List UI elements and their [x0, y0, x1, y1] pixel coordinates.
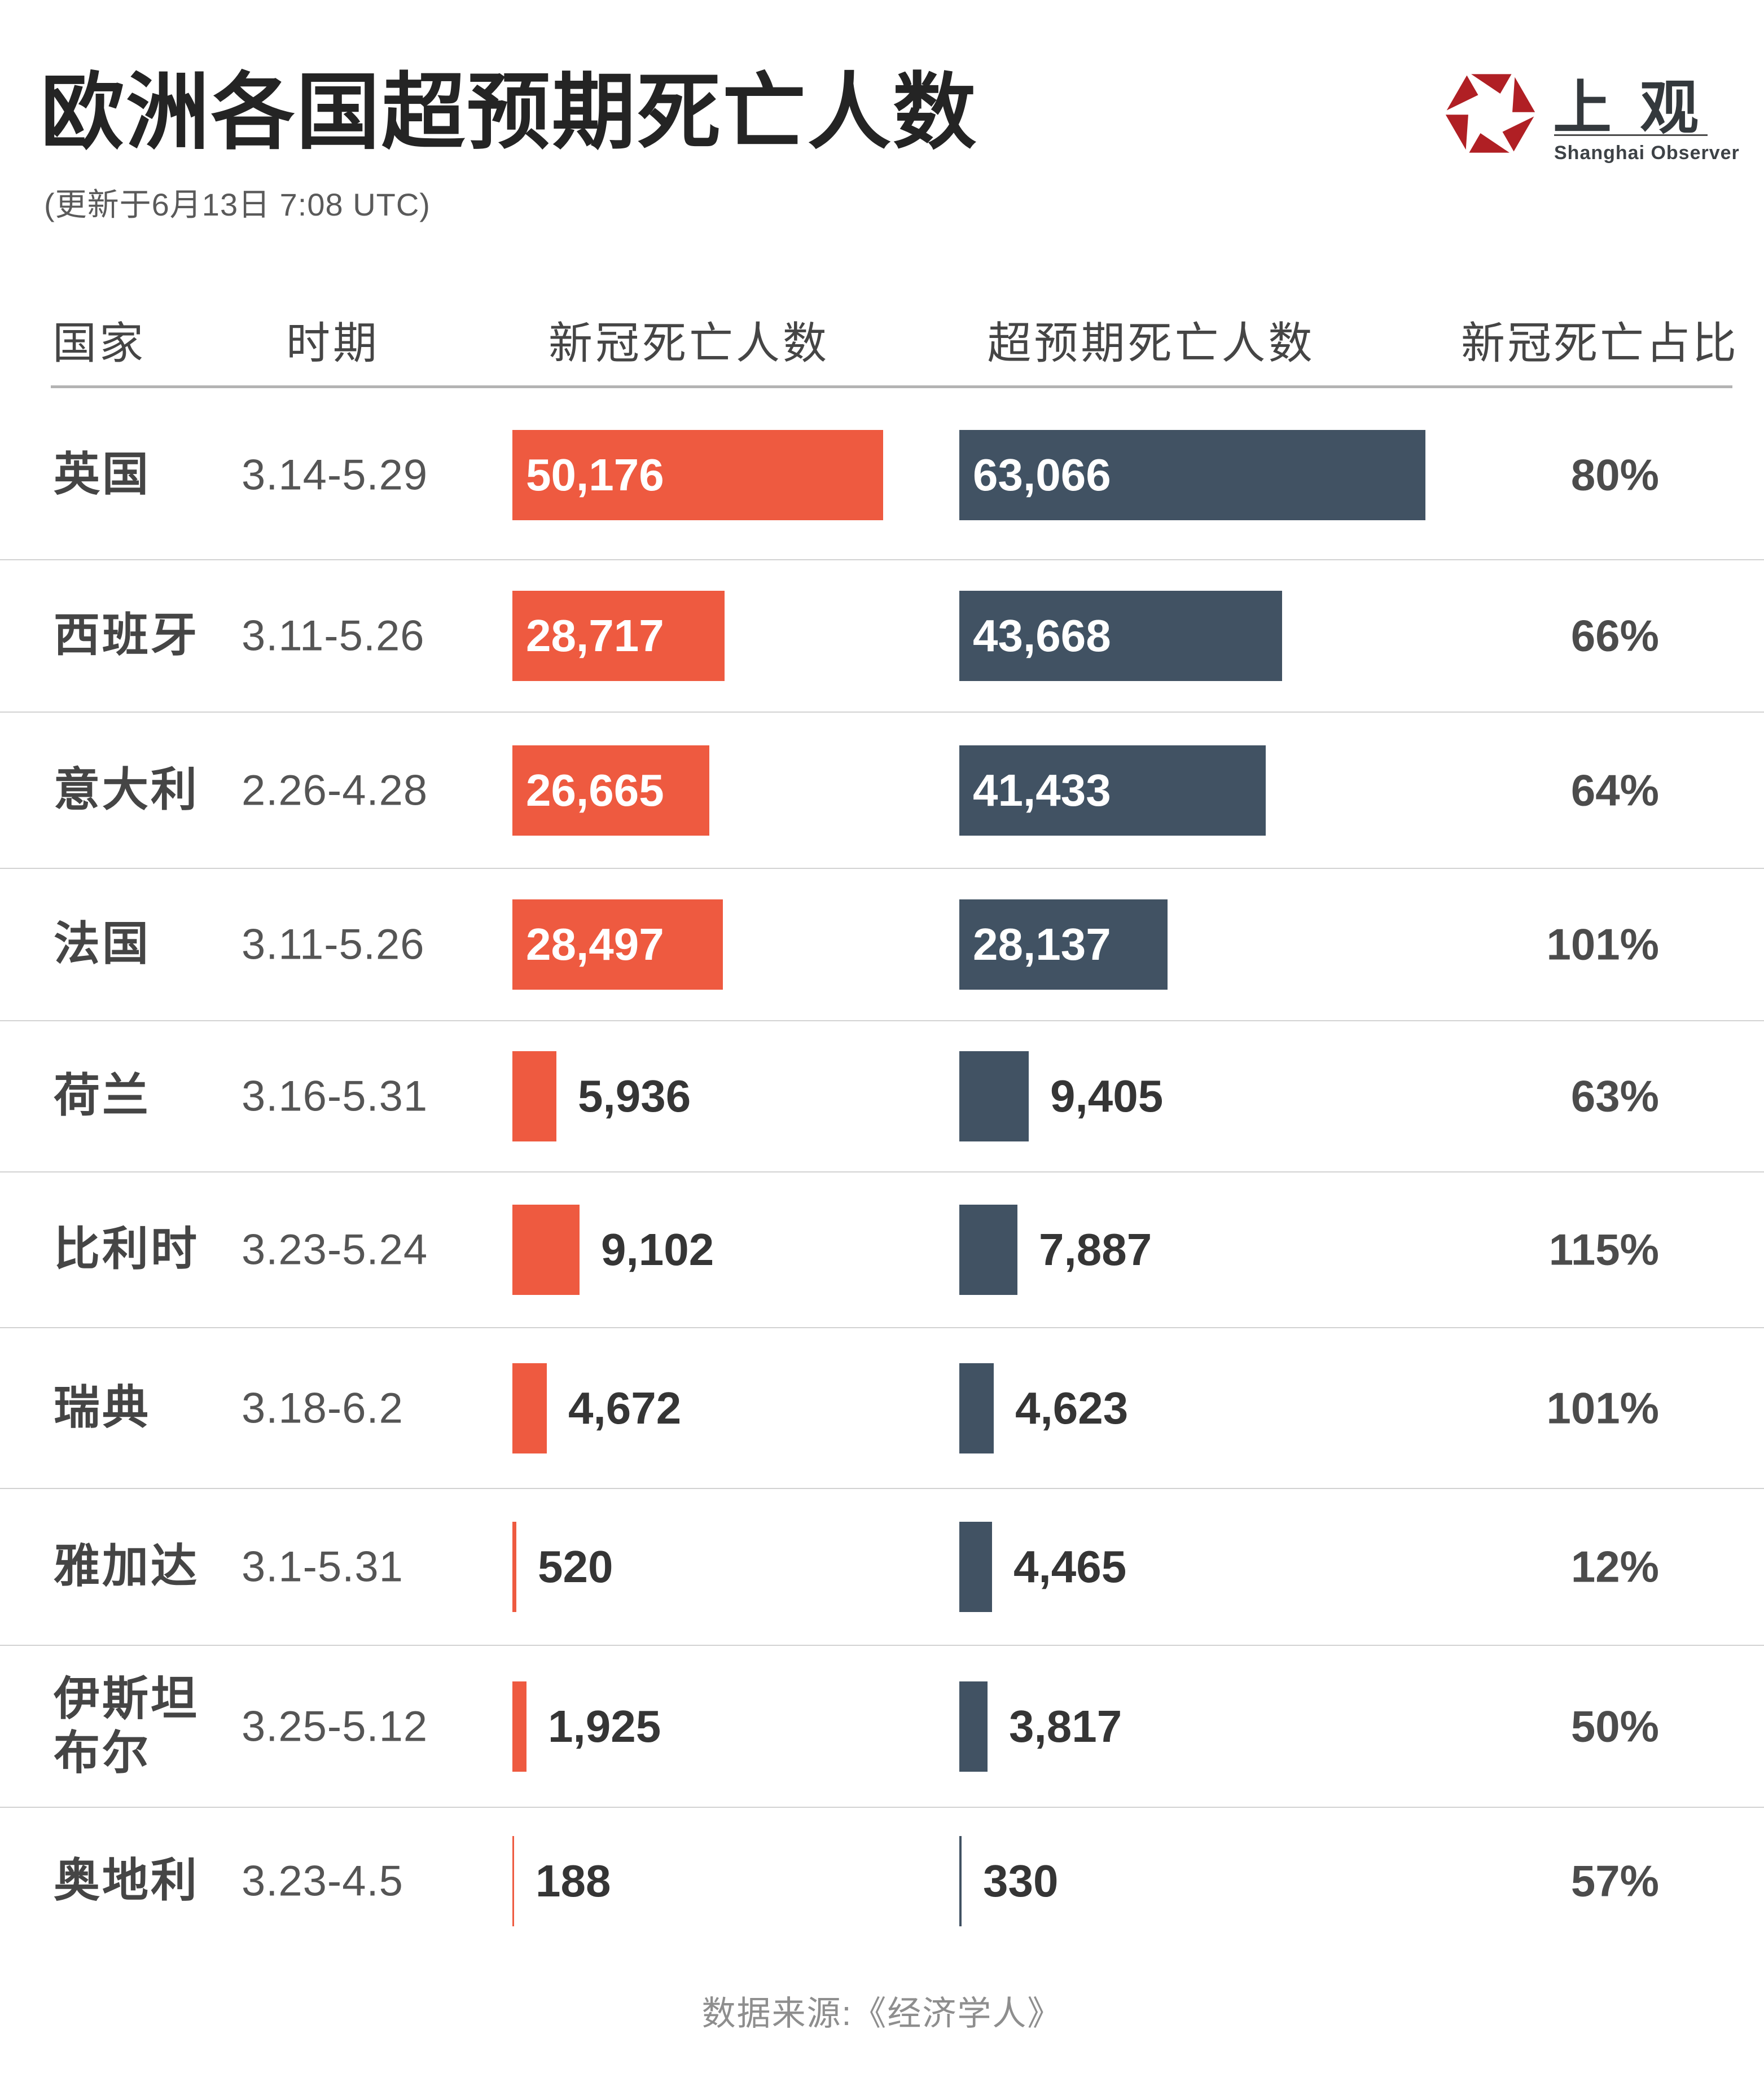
- excess-deaths-bar: [959, 1051, 1029, 1141]
- covid-deaths-value: 4,672: [568, 1382, 682, 1433]
- covid-deaths-value: 28,717: [526, 611, 664, 661]
- covid-deaths-value: 5,936: [578, 1071, 691, 1121]
- covid-deaths-value: 9,102: [601, 1224, 714, 1275]
- country-label: 奥地利: [54, 1855, 200, 1907]
- covid-ratio-value: 50%: [1570, 1701, 1659, 1751]
- excess-deaths-bar: [959, 1363, 994, 1453]
- period-value: 2.26-4.28: [242, 766, 428, 814]
- excess-deaths-value: 3,817: [1009, 1701, 1122, 1751]
- column-header-excess-deaths: 超预期死亡人数: [987, 318, 1315, 368]
- table-row: 比利时 3.23-5.24 9,102 7,887 115%: [0, 1172, 1764, 1328]
- logo-en-name: Shanghai Observer: [1554, 142, 1740, 164]
- covid-deaths-bar: [512, 1522, 516, 1612]
- period-value: 3.23-4.5: [242, 1857, 403, 1905]
- covid-deaths-bar: [512, 1681, 526, 1772]
- update-timestamp: (更新于6月13日 7:08 UTC): [44, 187, 431, 222]
- table-row: 法国 3.11-5.26 28,497 28,137 101%: [0, 869, 1764, 1021]
- covid-ratio-value: 63%: [1570, 1071, 1659, 1121]
- covid-ratio-value: 12%: [1570, 1542, 1659, 1592]
- table-header: 国家 时期 新冠死亡人数 超预期死亡人数 新冠死亡占比: [0, 304, 1764, 388]
- aperture-hexagon-icon: [1440, 68, 1541, 159]
- table-row: 意大利 2.26-4.28 26,665 41,433 64%: [0, 713, 1764, 869]
- period-value: 3.1-5.31: [242, 1543, 403, 1591]
- period-value: 3.25-5.12: [242, 1702, 428, 1750]
- excess-deaths-bar: [959, 1681, 988, 1772]
- country-label: 英国: [54, 449, 151, 500]
- covid-deaths-value: 28,497: [526, 919, 664, 969]
- covid-deaths-value: 26,665: [526, 765, 664, 815]
- excess-deaths-bar: 28,137: [959, 899, 1168, 990]
- covid-ratio-value: 115%: [1548, 1224, 1659, 1275]
- excess-deaths-value: 43,668: [973, 611, 1111, 661]
- source-note: 数据来源:《经济学人》: [701, 1995, 1063, 2032]
- table-body: 英国 3.14-5.29 50,176 63,066 80% 西班牙 3.11-…: [0, 391, 1764, 1954]
- excess-deaths-value: 28,137: [973, 919, 1111, 969]
- period-value: 3.23-5.24: [242, 1226, 428, 1274]
- logo-cn-name: 上观: [1553, 76, 1727, 141]
- covid-deaths-bar: 50,176: [512, 430, 883, 520]
- covid-ratio-value: 64%: [1570, 765, 1659, 815]
- covid-deaths-bar: [512, 1051, 556, 1141]
- table-row: 荷兰 3.16-5.31 5,936 9,405 63%: [0, 1021, 1764, 1172]
- table-row: 伊斯坦 布尔 3.25-5.12 1,925 3,817 50%: [0, 1646, 1764, 1808]
- covid-ratio-value: 57%: [1570, 1856, 1659, 1905]
- covid-deaths-bar: [512, 1363, 547, 1453]
- covid-ratio-value: 101%: [1546, 1383, 1660, 1433]
- column-header-covid-ratio: 新冠死亡占比: [1460, 318, 1739, 368]
- excess-deaths-value: 41,433: [973, 765, 1111, 815]
- covid-deaths-bar: 28,717: [512, 591, 725, 681]
- covid-deaths-value: 520: [538, 1542, 613, 1592]
- column-header-country: 国家: [52, 318, 147, 368]
- covid-ratio-value: 66%: [1570, 611, 1659, 661]
- excess-deaths-value: 4,623: [1015, 1382, 1129, 1433]
- excess-deaths-value: 63,066: [973, 450, 1111, 500]
- period-value: 3.11-5.26: [242, 920, 425, 969]
- covid-deaths-value: 50,176: [526, 450, 664, 500]
- column-header-period: 时期: [286, 318, 380, 368]
- excess-deaths-value: 330: [983, 1855, 1059, 1906]
- country-label: 西班牙: [54, 609, 200, 661]
- country-label: 雅加达: [54, 1540, 200, 1592]
- excess-deaths-bar: [959, 1205, 1017, 1295]
- covid-deaths-value: 1,925: [548, 1701, 661, 1751]
- covid-deaths-bar: 28,497: [512, 899, 723, 990]
- page-title: 欧洲各国超预期死亡人数: [41, 66, 978, 159]
- covid-ratio-value: 80%: [1570, 450, 1659, 500]
- table-row: 西班牙 3.11-5.26 28,717 43,668 66%: [0, 560, 1764, 713]
- excess-deaths-bar: 41,433: [959, 745, 1266, 836]
- covid-deaths-bar: [512, 1835, 514, 1926]
- period-value: 3.11-5.26: [242, 612, 425, 660]
- table-row: 雅加达 3.1-5.31 520 4,465 12%: [0, 1489, 1764, 1646]
- shanghai-observer-logo: 上观 Shanghai Observer: [1438, 63, 1739, 170]
- excess-deaths-bar: 63,066: [959, 430, 1425, 520]
- country-label: 瑞典: [54, 1382, 151, 1434]
- table-row: 英国 3.14-5.29 50,176 63,066 80%: [0, 391, 1764, 560]
- excess-deaths-value: 4,465: [1013, 1542, 1127, 1592]
- country-label: 意大利: [54, 764, 200, 816]
- table-row: 瑞典 3.18-6.2 4,672 4,623 101%: [0, 1328, 1764, 1489]
- period-value: 3.14-5.29: [242, 451, 428, 499]
- excess-deaths-value: 7,887: [1039, 1224, 1152, 1275]
- country-label: 比利时: [54, 1223, 200, 1275]
- table-row: 奥地利 3.23-4.5 188 330 57%: [0, 1808, 1764, 1954]
- excess-deaths-bar: [959, 1522, 992, 1612]
- excess-deaths-value: 9,405: [1050, 1071, 1164, 1121]
- country-label: 荷兰: [54, 1070, 151, 1122]
- excess-deaths-bar: 43,668: [959, 591, 1282, 681]
- covid-ratio-value: 101%: [1546, 919, 1660, 969]
- period-value: 3.18-6.2: [242, 1384, 403, 1432]
- excess-deaths-bar: [959, 1835, 962, 1926]
- column-header-covid-deaths: 新冠死亡人数: [548, 318, 830, 368]
- country-label: 伊斯坦 布尔: [54, 1672, 200, 1779]
- covid-deaths-bar: 26,665: [512, 745, 709, 836]
- country-label: 法国: [54, 918, 151, 970]
- covid-deaths-bar: [512, 1205, 580, 1295]
- logo-divider: [1554, 134, 1708, 136]
- period-value: 3.16-5.31: [242, 1072, 428, 1121]
- covid-deaths-value: 188: [536, 1855, 611, 1906]
